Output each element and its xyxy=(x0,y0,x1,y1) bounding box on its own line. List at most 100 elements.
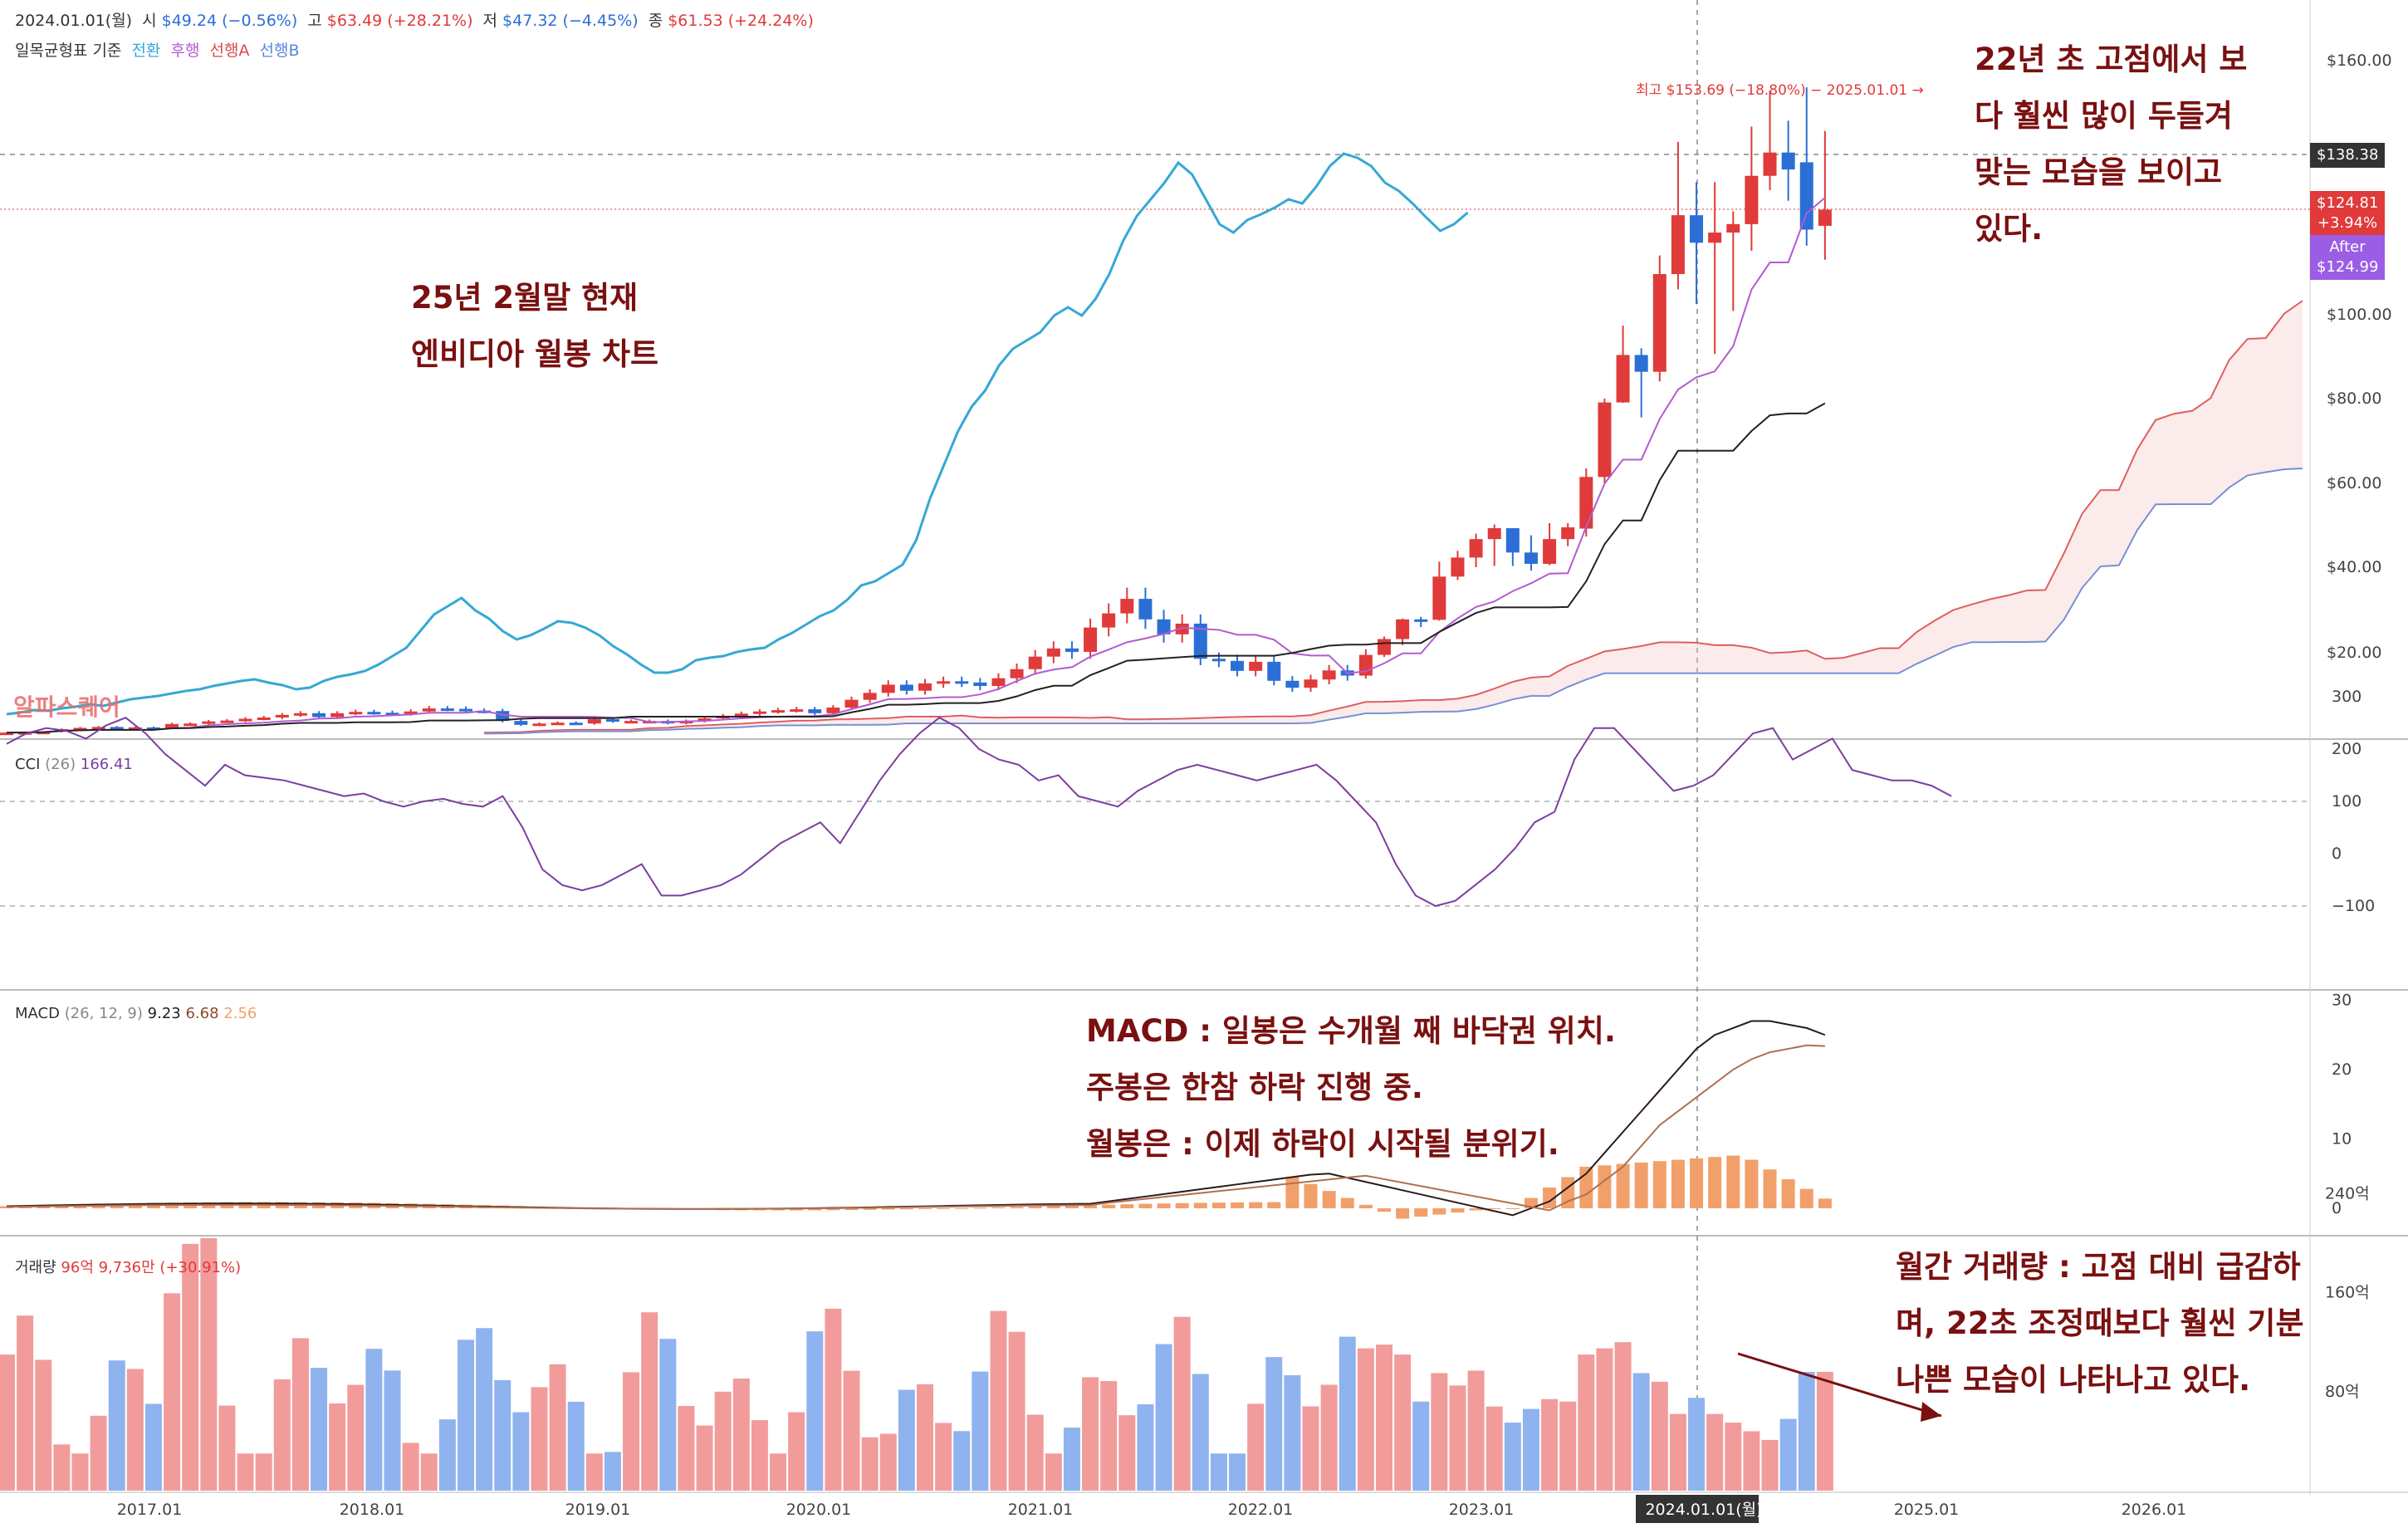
price-candle xyxy=(1598,402,1612,478)
macd-note-line-1: MACD : 일봉은 수개월 째 바닥권 위치. xyxy=(1086,1013,1616,1049)
peak-line-2: 다 훨씬 많이 두들겨 xyxy=(1975,98,2233,134)
price-candle xyxy=(790,709,804,713)
volume-bar xyxy=(347,1384,365,1491)
macd-histogram-bar xyxy=(1818,1198,1832,1208)
volume-bar xyxy=(1339,1336,1356,1491)
volume-bar xyxy=(531,1387,548,1491)
volume-bar xyxy=(990,1310,1007,1491)
price-candle xyxy=(293,713,307,716)
macd-histogram-bar xyxy=(1340,1198,1354,1208)
macd-value: 9.23 xyxy=(147,1005,181,1022)
macd-histogram-bar xyxy=(918,1208,932,1209)
volume-bar xyxy=(1522,1408,1539,1491)
volume-bar xyxy=(1632,1373,1650,1491)
price-candle xyxy=(1763,152,1777,176)
time-axis-tick: 2022.01 xyxy=(1228,1501,1294,1519)
volume-bar xyxy=(1394,1354,1412,1491)
price-candle xyxy=(1120,599,1134,614)
volume-bar xyxy=(714,1391,732,1491)
price-candle xyxy=(991,678,1006,687)
price-candle xyxy=(1671,215,1685,275)
peak-line-1: 22년 초 고점에서 보 xyxy=(1975,42,2248,77)
price-candle xyxy=(1799,162,1813,230)
price-candle xyxy=(1726,223,1740,233)
macd-histogram-bar xyxy=(1671,1159,1685,1208)
time-axis-tick: 2025.01 xyxy=(1894,1501,1960,1519)
volume-bar xyxy=(1541,1398,1559,1491)
volume-bar xyxy=(71,1453,89,1491)
macd-histogram-bar xyxy=(1138,1203,1153,1208)
price-axis-tick: $80.00 xyxy=(2327,389,2381,408)
ichimoku-legend[interactable]: 일목균형표 기준 전환 후행 선행A 선행B xyxy=(15,38,305,61)
time-axis-tick: 2024.01.01(월) xyxy=(1645,1501,1762,1519)
price-candle xyxy=(1267,661,1281,681)
macd-histogram-bar xyxy=(826,1208,840,1211)
volume-bar xyxy=(1173,1316,1191,1491)
volume-bar xyxy=(1798,1371,1815,1491)
price-candle xyxy=(1634,355,1648,372)
volume-bar xyxy=(1247,1403,1265,1491)
volume-bar xyxy=(1284,1375,1301,1491)
price-candle xyxy=(1304,679,1318,688)
macd-histogram-bar xyxy=(937,1208,951,1209)
volume-bar xyxy=(90,1415,107,1491)
price-candle xyxy=(1028,656,1042,669)
price-candle xyxy=(1285,680,1299,688)
volume-bar xyxy=(1155,1344,1172,1491)
volume-bar xyxy=(770,1453,787,1491)
macd-histogram-bar xyxy=(1396,1208,1410,1219)
macd-histogram-bar xyxy=(0,1206,13,1208)
volume-trend-arrow xyxy=(1737,1352,1942,1418)
volume-bar xyxy=(126,1369,144,1491)
volume-label: 거래량 xyxy=(15,1259,56,1276)
volume-bar xyxy=(476,1328,493,1491)
volume-bar xyxy=(237,1453,254,1491)
price-candle xyxy=(918,683,932,691)
macd-histogram-bar xyxy=(1028,1206,1042,1208)
price-candle xyxy=(808,709,822,713)
price-candle xyxy=(1561,527,1575,540)
volume-bar xyxy=(641,1312,658,1491)
macd-histogram-bar xyxy=(1799,1188,1813,1208)
volume-axis-tick: 240억 xyxy=(2325,1184,2370,1202)
macd-histogram-bar xyxy=(1157,1203,1171,1208)
price-candle xyxy=(73,727,87,731)
macd-legend[interactable]: MACD (26, 12, 9) 9.23 6.68 2.56 xyxy=(15,1005,257,1022)
cci-axis-tick: 200 xyxy=(2332,740,2362,758)
after-hours-badge: After $124.99 xyxy=(2310,235,2385,280)
time-axis-tick: 2021.01 xyxy=(1008,1501,1074,1519)
ichimoku-span-b-label: 선행B xyxy=(259,42,300,60)
price-candle xyxy=(91,727,105,730)
volume-annotation: 월간 거래량 : 고점 대비 급감하 며, 22초 조정때보다 훨씬 기분 나쁜… xyxy=(1896,1239,2304,1408)
volume-bar xyxy=(1743,1431,1760,1491)
volume-bar xyxy=(1761,1439,1779,1491)
macd-histogram-bar xyxy=(991,1207,1006,1208)
last-change: +3.94% xyxy=(2317,214,2378,232)
volume-bar xyxy=(1063,1428,1080,1491)
cci-axis-tick: 300 xyxy=(2332,688,2362,706)
volume-bar xyxy=(164,1293,181,1491)
macd-histogram-bar xyxy=(1598,1165,1612,1208)
cci-legend[interactable]: CCI (26) 166.41 xyxy=(15,756,133,773)
volume-note-line-1: 월간 거래량 : 고점 대비 급감하 xyxy=(1896,1249,2301,1285)
volume-bar xyxy=(1578,1354,1595,1491)
ichimoku-tenkan-line xyxy=(6,197,1826,734)
price-candle xyxy=(514,721,528,725)
header-high-value: $63.49 (+28.21%) xyxy=(326,12,473,30)
volume-bar xyxy=(1725,1423,1742,1491)
ichimoku-span-b-line xyxy=(484,467,2303,735)
macd-histogram-bar xyxy=(1690,1158,1704,1208)
macd-histogram-bar xyxy=(1652,1161,1667,1208)
price-candle xyxy=(1157,619,1171,634)
price-candle xyxy=(440,708,454,712)
volume-bar xyxy=(623,1372,640,1491)
price-candle xyxy=(826,708,840,713)
price-candle xyxy=(752,711,766,714)
volume-bar xyxy=(1008,1331,1025,1491)
volume-legend[interactable]: 거래량 96억 9,736만 (+30.91%) xyxy=(15,1256,241,1277)
macd-signal-line xyxy=(6,1044,1825,1212)
macd-histogram-bar xyxy=(1358,1204,1373,1208)
price-candle xyxy=(165,723,179,728)
volume-bar xyxy=(917,1384,933,1491)
